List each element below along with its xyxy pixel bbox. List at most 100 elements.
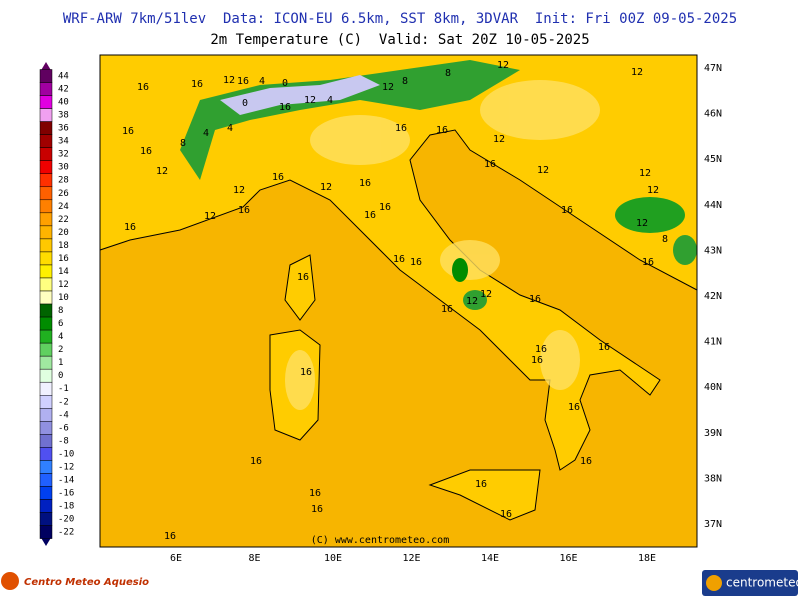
contour-label: 12 xyxy=(636,218,648,229)
contour-label: 16 xyxy=(237,76,249,87)
map-frame xyxy=(99,54,698,548)
contour-label: 16 xyxy=(568,402,580,413)
colorbar-label: 16 xyxy=(58,254,69,264)
colorbar-swatch xyxy=(39,447,53,461)
contour-label: 4 xyxy=(327,95,333,106)
colorbar-label: -2 xyxy=(58,397,69,407)
contour-label: 16 xyxy=(300,367,312,378)
colorbar-label: -6 xyxy=(58,423,69,433)
colorbar-swatch xyxy=(39,147,53,161)
contour-label: 16 xyxy=(272,172,284,183)
colorbar-swatch xyxy=(39,173,53,188)
colorbar-swatch xyxy=(39,512,53,526)
contour-label: 16 xyxy=(436,125,448,136)
colorbar-swatch xyxy=(39,486,53,500)
contour-label: 8 xyxy=(662,234,668,245)
contour-label: 16 xyxy=(642,257,654,268)
colorbar-swatch xyxy=(39,290,53,305)
colorbar-swatch xyxy=(39,395,53,409)
contour-label: 12 xyxy=(631,67,643,78)
colorbar-label: 12 xyxy=(58,280,69,290)
colorbar: 4442403836343230282624222018161412108642… xyxy=(39,62,74,547)
contour-label: 16 xyxy=(359,178,371,189)
lat-label: 44N xyxy=(704,200,722,211)
lat-label: 43N xyxy=(704,245,722,256)
contour-label: 12 xyxy=(537,165,549,176)
contour-label: 16 xyxy=(395,123,407,134)
contour-label: 16 xyxy=(484,159,496,170)
contour-label: 16 xyxy=(598,342,610,353)
contour-label: 8 xyxy=(445,68,451,79)
lat-label: 47N xyxy=(704,63,722,74)
lat-label: 39N xyxy=(704,428,722,439)
colorbar-swatch xyxy=(39,95,53,109)
colorbar-swatch xyxy=(39,408,53,422)
colorbar-label: 10 xyxy=(58,293,69,303)
colorbar-label: -1 xyxy=(58,384,69,394)
lon-label: 14E xyxy=(481,553,499,564)
contour-label: 16 xyxy=(311,504,323,515)
colorbar-label: 4 xyxy=(58,332,63,342)
colorbar-label: 44 xyxy=(58,72,69,82)
map-area xyxy=(99,54,698,548)
colorbar-swatch xyxy=(39,329,53,344)
corsica xyxy=(284,254,316,321)
contour-label: 12 xyxy=(466,296,478,307)
contour-label: 12 xyxy=(320,182,332,193)
contour-label: 16 xyxy=(140,146,152,157)
contour-label: 16 xyxy=(297,272,309,283)
colorbar-swatch xyxy=(39,421,53,435)
contour-label: 12 xyxy=(223,75,235,86)
lon-label: 18E xyxy=(638,553,656,564)
footer-right: centrometeo xyxy=(702,570,800,596)
colorbar-label: 34 xyxy=(58,137,69,147)
header-line2: 2m Temperature (C) Valid: Sat 20Z 10-05-… xyxy=(210,32,589,48)
colorbar-label: -22 xyxy=(58,528,74,538)
contour-label: 12 xyxy=(480,289,492,300)
colorbar-label: 42 xyxy=(58,85,69,95)
warm-patches xyxy=(285,80,600,410)
colorbar-swatch xyxy=(39,251,53,266)
colorbar-label: 0 xyxy=(58,371,63,381)
colorbar-swatch xyxy=(39,316,53,331)
contour-label: 16 xyxy=(535,344,547,355)
colorbar-swatch xyxy=(39,460,53,474)
lon-label: 6E xyxy=(170,553,182,564)
colorbar-label: -14 xyxy=(58,475,74,485)
lat-label: 42N xyxy=(704,291,722,302)
contour-label: 12 xyxy=(647,185,659,196)
colorbar-swatch xyxy=(39,186,53,201)
contour-label: 8 xyxy=(180,138,186,149)
colorbar-swatch xyxy=(39,473,53,487)
colorbar-label: -12 xyxy=(58,462,74,472)
colorbar-swatch xyxy=(39,82,53,96)
contour-label: 4 xyxy=(203,128,209,139)
colorbar-label: -20 xyxy=(58,515,74,525)
colorbar-label: -18 xyxy=(58,501,74,511)
lat-label: 37N xyxy=(704,519,722,530)
colorbar-swatch xyxy=(39,381,53,396)
colorbar-label: 1 xyxy=(58,358,63,368)
colorbar-swatch xyxy=(39,108,53,122)
contour-label: 16 xyxy=(475,479,487,490)
contour-label: 12 xyxy=(204,211,216,222)
colorbar-swatch xyxy=(39,434,53,448)
colorbar-label: 28 xyxy=(58,176,69,186)
contour-label: 16 xyxy=(364,210,376,221)
colorbar-label: -10 xyxy=(58,449,74,459)
contour-label: 16 xyxy=(441,304,453,315)
colorbar-swatch xyxy=(39,303,53,318)
colorbar-label: 26 xyxy=(58,189,69,199)
colorbar-label: 24 xyxy=(58,202,69,212)
colorbar-swatch xyxy=(39,225,53,240)
colorbar-swatch xyxy=(39,525,53,539)
colorbar-label: 22 xyxy=(58,215,69,225)
colorbar-label: -8 xyxy=(58,436,69,446)
header-line1: WRF-ARW 7km/51lev Data: ICON-EU 6.5km, S… xyxy=(63,11,737,27)
contour-label: 12 xyxy=(639,168,651,179)
contour-label: 4 xyxy=(227,123,233,134)
contour-label: 16 xyxy=(393,254,405,265)
contour-label: 16 xyxy=(122,126,134,137)
